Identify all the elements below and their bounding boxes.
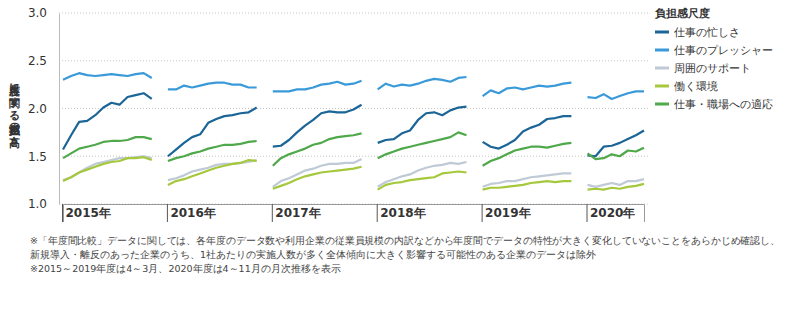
x-tick-label: 2019年 <box>485 206 530 220</box>
legend-label: 周囲のサポート <box>674 62 751 75</box>
x-axis-line <box>64 205 645 223</box>
y-tick: 1.5 <box>28 150 59 164</box>
x-tick-mark <box>272 204 273 222</box>
x-tick-mark <box>377 204 378 222</box>
legend-swatch <box>655 67 669 70</box>
x-tick-label: 2017年 <box>275 206 320 220</box>
y-tick: 2.5 <box>28 54 59 68</box>
y-tick: 1.0 <box>28 197 59 211</box>
x-tick-label: 2015年 <box>66 206 111 220</box>
plot-area <box>63 73 644 190</box>
legend-swatch <box>655 85 669 88</box>
notes: ※「年度間比較」データに関しては、各年度のデータ数や利用企業の従業員規模の内訳な… <box>30 235 780 274</box>
chart: 1.0 1.5 2.0 2.5 3.0 2015年 2016年 2017年 2018年 2019年… <box>0 0 790 318</box>
series-line <box>63 157 644 189</box>
y-tick: 3.0 <box>28 6 59 20</box>
x-tick: 2019年 <box>482 204 530 222</box>
y-tick-label: 1.5 <box>28 150 47 164</box>
y-tick-label: 2.0 <box>28 102 47 116</box>
legend-swatch <box>655 31 669 34</box>
x-tick-mark <box>167 204 168 222</box>
legend-label: 仕事・職場への適応 <box>674 98 773 111</box>
legend-swatch <box>655 49 669 52</box>
x-tick-mark <box>62 204 63 222</box>
y-tick-label: 1.0 <box>28 197 47 211</box>
y-axis-line <box>59 14 60 205</box>
legend-label: 仕事の忙しさ <box>674 26 740 39</box>
legend-label: 仕事のプレッシャー <box>674 44 773 57</box>
grid <box>59 13 648 204</box>
x-tick-label: 2018年 <box>380 206 425 220</box>
legend-swatch <box>655 103 669 106</box>
series-line <box>63 93 644 156</box>
note: ※2015～2019年度は4～3月、2020年度は4～11月の月次推移を表示 <box>30 263 341 274</box>
note: ※「年度間比較」データに関しては、各年度のデータ数や利用企業の従業員規模の内訳な… <box>30 235 780 246</box>
x-tick-label: 2016年 <box>170 206 215 220</box>
x-tick: 2015年 <box>63 204 111 222</box>
y-tick: 2.0 <box>28 102 59 116</box>
y-axis-title: 各尺度に関する負担感の高さ <box>8 76 22 149</box>
x-tick: 2016年 <box>167 204 215 222</box>
legend: 負担感尺度仕事の忙しさ仕事のプレッシャー周囲のサポート働く環境仕事・職場への適応 <box>654 7 773 111</box>
legend-title: 負担感尺度 <box>654 7 710 20</box>
grid-line <box>59 13 648 14</box>
y-tick-label: 3.0 <box>28 6 47 20</box>
y-tick-label: 2.5 <box>28 54 47 68</box>
series-line <box>63 73 644 99</box>
x-tick: 2020年 <box>587 204 635 222</box>
grid-line <box>59 60 648 61</box>
x-axis: 2015年 2016年 2017年 2018年 2019年 2020年 <box>63 204 645 222</box>
y-axis: 1.0 1.5 2.0 2.5 3.0 <box>28 6 60 211</box>
x-tick: 2017年 <box>272 204 320 222</box>
note: 新規導入・離反のあった企業のうち、1社あたりの実施人数が多く全体傾向に大きく影響… <box>30 249 596 260</box>
legend-label: 働く環境 <box>674 80 718 93</box>
x-tick: 2018年 <box>377 204 425 222</box>
x-tick-label: 2020年 <box>590 206 635 220</box>
x-tick-mark <box>482 204 483 222</box>
series-line <box>63 132 644 165</box>
x-tick-mark <box>587 204 588 222</box>
